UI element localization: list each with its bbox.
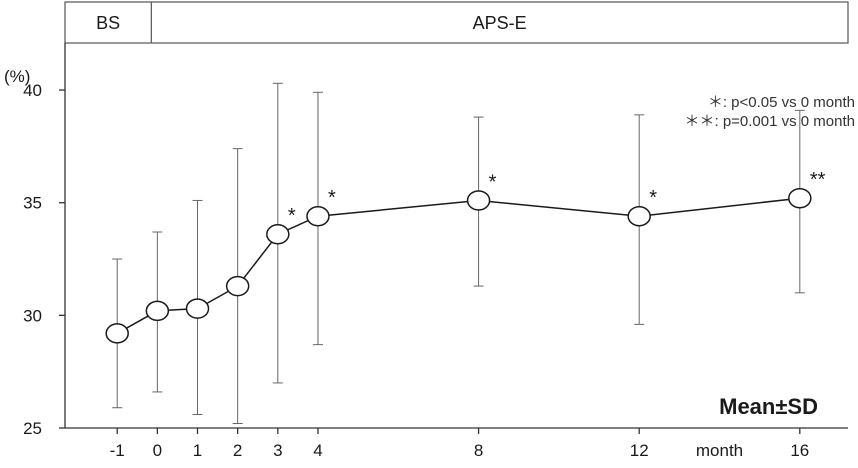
- header-label-bs: BS: [96, 13, 120, 33]
- y-tick-label-40: 40: [23, 81, 42, 100]
- data-series: [116, 197, 800, 335]
- x-tick-label-2: 2: [233, 441, 242, 460]
- data-point-marker: [145, 300, 170, 322]
- data-point-marker: [306, 205, 330, 227]
- series-line: [116, 197, 800, 335]
- header-band: BS APS-E: [64, 1, 849, 44]
- legend-notes: ＊: p<0.05 vs 0 month ＊＊: p=0.001 vs 0 mo…: [684, 94, 855, 130]
- x-tick-label-16: 16: [790, 441, 809, 460]
- error-bars: [112, 82, 805, 424]
- header-label-aps-e: APS-E: [473, 13, 527, 33]
- significance-mark: *: [288, 205, 296, 227]
- y-tick-label-30: 30: [23, 306, 42, 325]
- data-point-marker: [105, 323, 129, 344]
- data-point-marker: [627, 205, 651, 227]
- x-tick-label--1: -1: [110, 441, 125, 460]
- header-band-frame: [64, 1, 849, 44]
- y-tick-label-35: 35: [23, 194, 42, 213]
- data-point-marker: [788, 187, 812, 209]
- legend-note-1: ＊: p<0.05 vs 0 month: [708, 94, 855, 111]
- data-point-marker: [466, 190, 491, 211]
- significance-mark: *: [489, 171, 497, 193]
- mean-sd-label: Mean±SD: [719, 394, 818, 419]
- x-tick-label-12: 12: [630, 441, 649, 460]
- x-tick-label-4: 4: [313, 441, 322, 460]
- data-point-marker: [266, 223, 290, 245]
- significance-mark: **: [810, 169, 826, 191]
- legend-note-2: ＊＊: p=0.001 vs 0 month: [684, 113, 855, 130]
- significance-mark: *: [649, 187, 657, 209]
- significance-mark: *: [328, 187, 336, 209]
- y-tick-label-25: 25: [23, 419, 42, 438]
- y-axis-label: (%): [4, 67, 30, 86]
- significance-marks: ******: [288, 169, 826, 227]
- data-point-marker: [185, 298, 210, 319]
- x-axis-label: month: [696, 441, 743, 460]
- data-point-marker: [225, 275, 250, 297]
- x-tick-label-1: 1: [193, 441, 202, 460]
- x-tick-label-0: 0: [153, 441, 162, 460]
- x-tick-label-8: 8: [474, 441, 483, 460]
- x-tick-label-3: 3: [273, 441, 282, 460]
- data-markers: [105, 187, 812, 344]
